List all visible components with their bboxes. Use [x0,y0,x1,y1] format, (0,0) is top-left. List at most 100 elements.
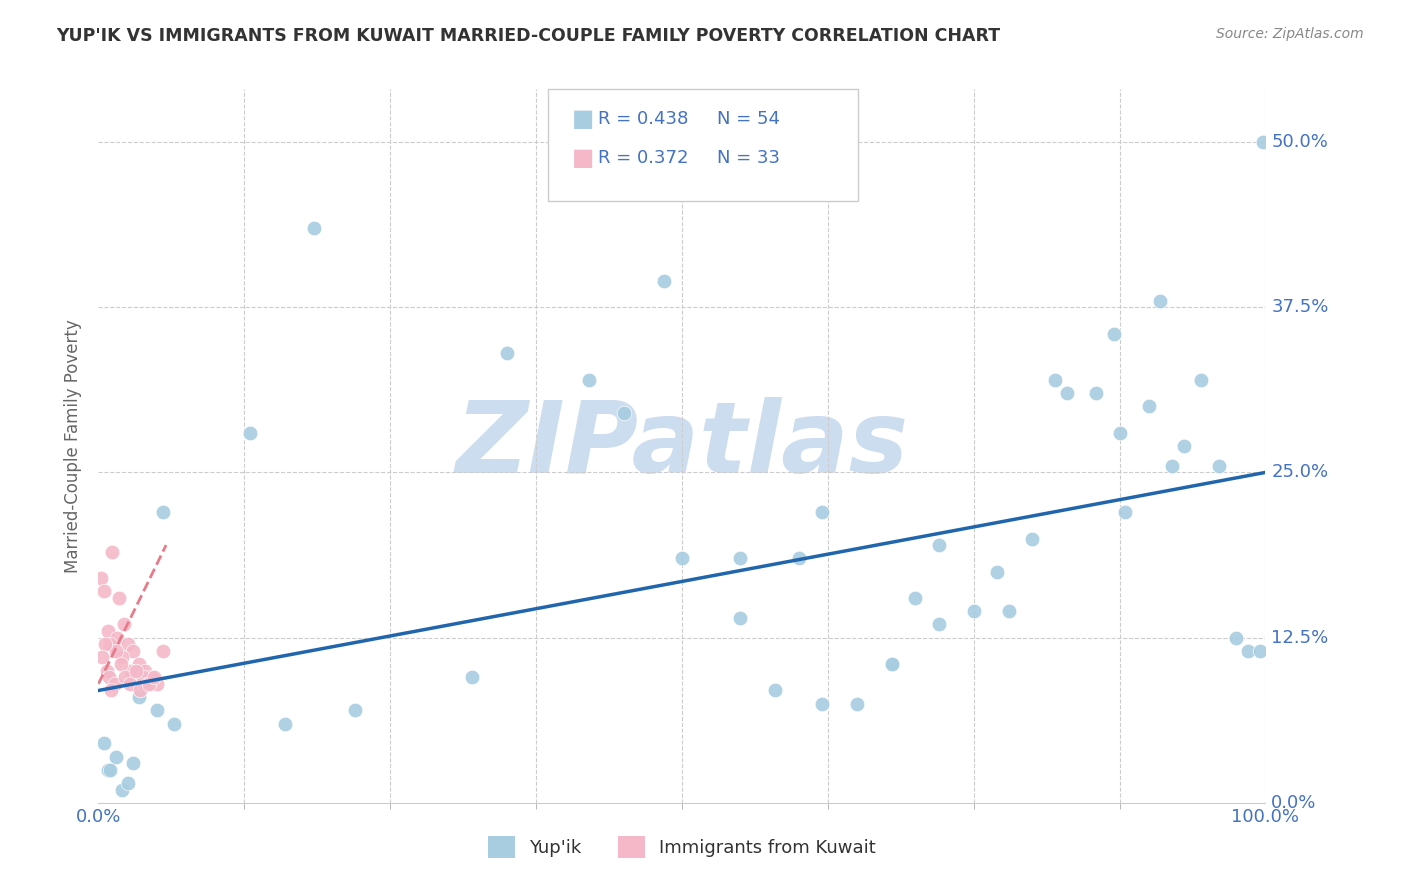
Point [152,644,174,658]
Point [105,631,128,645]
Point [1251,135,1274,149]
Point [104,749,127,764]
Point [96,664,118,678]
Text: 25.0%: 25.0% [1271,464,1329,482]
Point [163,716,186,731]
Point [118,677,141,691]
Point [132,670,155,684]
Point [101,545,124,559]
Text: ■: ■ [572,107,595,130]
Point [1189,373,1212,387]
Point [1114,505,1136,519]
Point [117,637,139,651]
Point [1108,425,1130,440]
Point [114,670,136,684]
Text: 37.5%: 37.5% [1271,298,1329,317]
Y-axis label: Married-Couple Family Poverty: Married-Couple Family Poverty [65,319,83,573]
Point [928,617,950,632]
Point [97,763,120,777]
Point [108,591,131,605]
Point [997,604,1019,618]
Point [811,505,834,519]
Point [128,657,150,671]
Point [1102,326,1125,341]
Point [146,703,169,717]
Text: Source: ZipAtlas.com: Source: ZipAtlas.com [1216,27,1364,41]
Point [904,591,927,605]
Point [787,551,810,566]
Point [654,274,676,288]
Point [120,664,142,678]
Point [112,617,135,632]
Point [136,677,159,691]
Point [97,670,120,684]
Point [98,763,121,777]
Point [239,425,262,440]
Point [730,611,752,625]
Point [134,664,156,678]
Point [90,650,112,665]
Point [1045,373,1067,387]
Point [143,670,166,684]
Point [90,571,112,585]
Point [880,657,903,671]
Point [880,657,903,671]
Point [110,657,132,671]
Point [845,697,868,711]
Point [928,538,950,552]
Point [1237,644,1260,658]
Point [730,551,752,566]
Point [811,697,834,711]
Point [1208,458,1230,473]
Text: ZIPatlas: ZIPatlas [456,398,908,494]
Text: ■: ■ [572,146,595,169]
Point [1225,631,1247,645]
Point [129,683,152,698]
Point [578,373,600,387]
Point [1137,400,1160,414]
Point [138,677,160,691]
Text: N = 54: N = 54 [717,110,780,128]
Point [986,565,1008,579]
Point [763,683,786,698]
Legend: Yup'ik, Immigrants from Kuwait: Yup'ik, Immigrants from Kuwait [488,836,876,858]
Point [1149,293,1171,308]
Point [111,782,134,797]
Text: R = 0.372: R = 0.372 [598,149,688,167]
Point [1021,532,1043,546]
Point [139,670,162,684]
Text: YUP'IK VS IMMIGRANTS FROM KUWAIT MARRIED-COUPLE FAMILY POVERTY CORRELATION CHART: YUP'IK VS IMMIGRANTS FROM KUWAIT MARRIED… [56,27,1000,45]
Point [98,637,121,651]
Point [104,677,127,691]
Point [1173,439,1195,453]
Point [97,624,120,638]
Point [962,604,984,618]
Point [122,756,145,771]
Point [612,406,634,420]
Text: R = 0.438: R = 0.438 [598,110,688,128]
Point [304,221,326,235]
Point [117,776,139,790]
Point [146,677,169,691]
Point [93,584,115,599]
Point [1249,644,1271,658]
Point [93,736,115,750]
Point [152,505,174,519]
Text: 0.0%: 0.0% [1271,794,1316,812]
Point [1085,386,1108,401]
Point [100,683,122,698]
Point [122,644,145,658]
Point [274,716,297,731]
Text: N = 33: N = 33 [717,149,780,167]
Point [671,551,693,566]
Point [1056,386,1078,401]
Point [128,690,150,704]
Point [134,677,156,691]
Point [125,664,148,678]
Text: 50.0%: 50.0% [1271,133,1329,151]
Point [1161,458,1184,473]
Point [111,650,134,665]
Point [94,637,117,651]
Point [104,644,127,658]
Point [495,346,517,360]
